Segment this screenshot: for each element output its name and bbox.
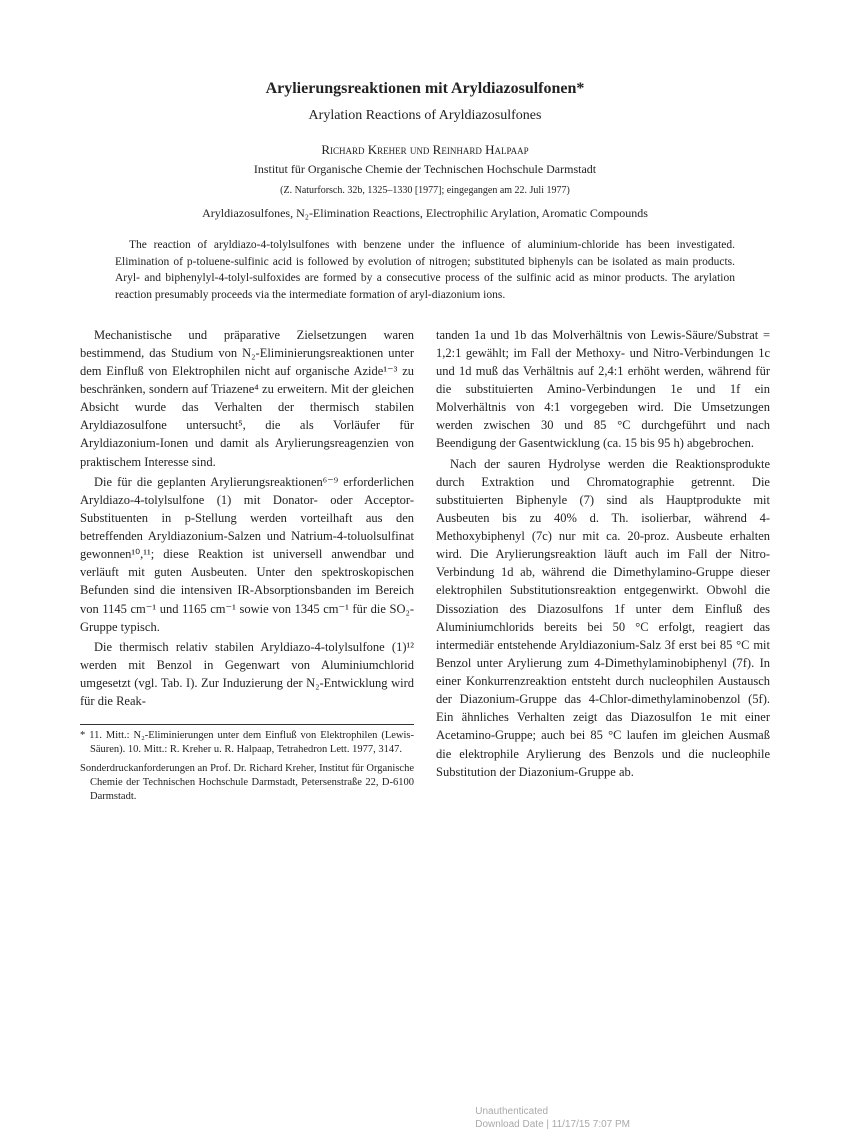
- keywords: Aryldiazosulfones, N₂-Elimination Reacti…: [80, 206, 770, 221]
- authors: Richard Kreher und Reinhard Halpaap: [80, 142, 770, 158]
- right-column: tanden 1a und 1b das Molverhältnis von L…: [436, 326, 770, 808]
- abstract: The reaction of aryldiazo-4-tolylsulfone…: [115, 237, 735, 304]
- footnotes: * 11. Mitt.: N₂-Eliminierungen unter dem…: [80, 724, 414, 804]
- paragraph: Mechanistische und präparative Zielsetzu…: [80, 326, 414, 471]
- watermark-line: Download Date | 11/17/15 7:07 PM: [475, 1118, 630, 1131]
- citation: (Z. Naturforsch. 32b, 1325–1330 [1977]; …: [80, 185, 770, 196]
- paragraph: Nach der sauren Hydrolyse werden die Rea…: [436, 455, 770, 781]
- body-columns: Mechanistische und präparative Zielsetzu…: [80, 326, 770, 808]
- paper-title: Arylierungsreaktionen mit Aryldiazosulfo…: [80, 80, 770, 98]
- paper-subtitle: Arylation Reactions of Aryldiazosulfones: [80, 108, 770, 124]
- watermark-line: Unauthenticated: [475, 1105, 630, 1118]
- paragraph: Die für die geplanten Arylierungsreaktio…: [80, 473, 414, 636]
- paragraph: tanden 1a und 1b das Molverhältnis von L…: [436, 326, 770, 453]
- paper-page: Arylierungsreaktionen mit Aryldiazosulfo…: [0, 0, 850, 848]
- footnote: Sonderdruckanforderungen an Prof. Dr. Ri…: [80, 762, 414, 805]
- footnote: * 11. Mitt.: N₂-Eliminierungen unter dem…: [80, 729, 414, 757]
- paragraph: Die thermisch relativ stabilen Aryldiazo…: [80, 638, 414, 711]
- affiliation: Institut für Organische Chemie der Techn…: [80, 162, 770, 177]
- left-column: Mechanistische und präparative Zielsetzu…: [80, 326, 414, 808]
- watermark: Unauthenticated Download Date | 11/17/15…: [475, 1105, 630, 1131]
